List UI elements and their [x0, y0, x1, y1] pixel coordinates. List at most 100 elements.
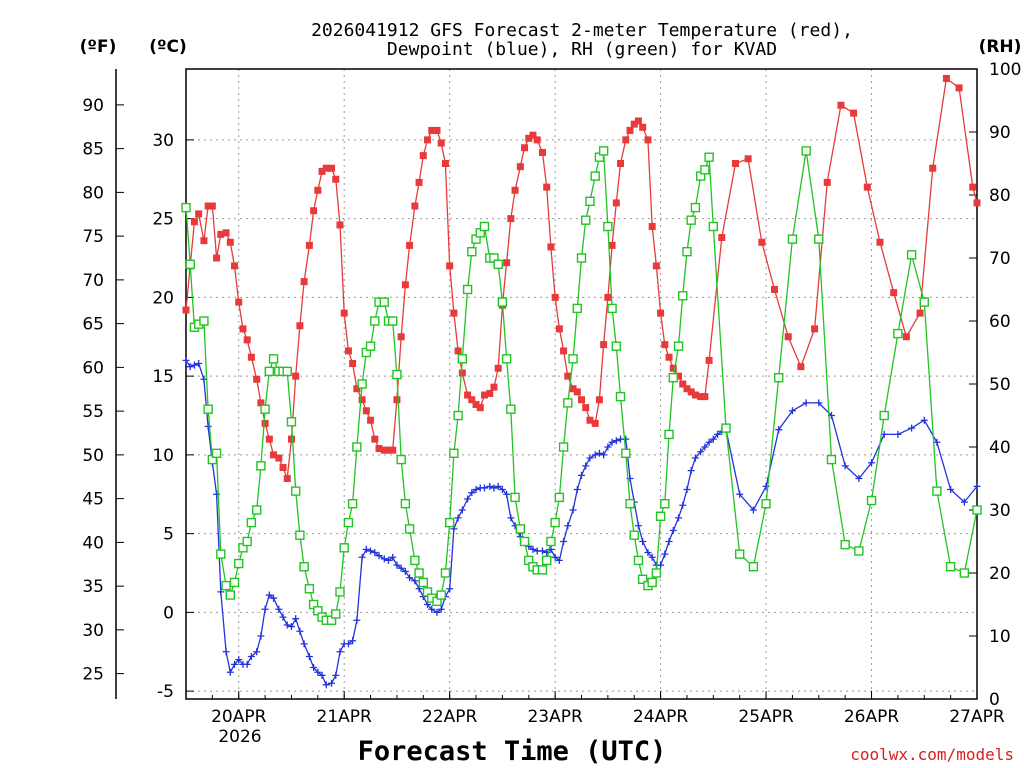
- temperature-marker: [551, 293, 559, 301]
- rh-marker: [625, 499, 635, 509]
- rh-marker: [444, 517, 455, 528]
- temperature-marker: [797, 363, 805, 371]
- dewpoint-marker: [265, 591, 273, 599]
- celsius-tick-label: 15: [152, 367, 174, 387]
- temperature-marker: [929, 164, 937, 172]
- temperature-marker: [287, 435, 295, 443]
- temperature-marker: [969, 183, 977, 191]
- dewpoint-marker: [582, 462, 590, 470]
- temperature-marker: [652, 262, 660, 270]
- rh-marker: [682, 246, 692, 257]
- dewpoint-marker: [639, 538, 647, 545]
- fahrenheit-tick-label: 45: [82, 490, 104, 510]
- temperature-marker: [683, 385, 691, 393]
- series-filled-square: [182, 74, 981, 482]
- dewpoint-marker: [454, 514, 462, 522]
- dewpoint-marker: [701, 443, 709, 451]
- temperature-marker: [226, 238, 234, 246]
- dewpoint-marker: [973, 482, 981, 490]
- temperature-marker: [353, 385, 361, 393]
- rh-marker: [418, 577, 428, 588]
- rh-marker: [633, 555, 644, 566]
- temperature-marker: [679, 380, 687, 388]
- celsius-tick-label: 20: [152, 288, 174, 308]
- fahrenheit-tick-label: 35: [82, 577, 104, 597]
- temperature-marker: [718, 234, 726, 242]
- dewpoint-marker: [247, 652, 255, 660]
- dewpoint-marker: [279, 613, 287, 621]
- dewpoint-marker: [573, 486, 581, 494]
- temperature-marker: [450, 309, 458, 317]
- rh-marker: [396, 454, 406, 465]
- temperature-marker: [239, 325, 247, 333]
- unit-fahrenheit-label: (ºF): [80, 37, 117, 57]
- temperature-marker: [454, 347, 462, 355]
- dewpoint-marker: [384, 556, 392, 564]
- rh-marker: [347, 499, 358, 509]
- x-tick-label: 21APR: [317, 707, 373, 727]
- temperature-marker: [213, 254, 221, 262]
- temperature-marker: [472, 400, 480, 408]
- rh-tick-label: 60: [989, 312, 1011, 332]
- dewpoint-marker: [612, 437, 620, 445]
- temperature-marker: [511, 186, 519, 194]
- dewpoint-marker: [705, 438, 713, 446]
- rh-marker: [211, 448, 222, 458]
- temperature-marker: [424, 136, 432, 144]
- temperature-marker: [283, 475, 291, 482]
- x-tick-label: 24APR: [633, 707, 689, 727]
- rh-marker: [590, 171, 600, 181]
- rh-marker: [501, 354, 512, 364]
- rh-marker: [392, 369, 402, 380]
- rh-marker: [708, 221, 719, 232]
- rh-marker: [515, 524, 526, 534]
- dewpoint-marker: [498, 486, 506, 494]
- dewpoint-marker: [687, 467, 695, 475]
- rh-marker: [242, 536, 252, 547]
- rh-marker: [493, 259, 503, 269]
- temperature-marker: [547, 243, 555, 251]
- rh-marker: [388, 316, 398, 326]
- rh-marker: [787, 234, 798, 244]
- dewpoint-marker: [868, 459, 876, 467]
- rh-marker: [246, 517, 257, 528]
- temperature-marker: [503, 259, 511, 267]
- dewpoint-marker: [437, 605, 445, 613]
- dewpoint-marker: [714, 430, 722, 438]
- rh-marker: [286, 417, 297, 427]
- rh-marker: [678, 291, 688, 301]
- dewpoint-marker: [296, 627, 304, 635]
- celsius-tick-label: 0: [163, 603, 174, 623]
- dewpoint-marker: [578, 471, 585, 479]
- rh-marker: [854, 546, 864, 556]
- rh-marker: [199, 316, 209, 326]
- dewpoint-marker: [709, 435, 717, 443]
- temperature-marker: [222, 229, 230, 237]
- temperature-marker: [318, 167, 326, 175]
- rh-marker: [972, 505, 982, 515]
- dewpoint-marker: [344, 640, 352, 648]
- temperature-marker: [358, 396, 366, 404]
- temperature-marker: [648, 223, 656, 230]
- temperature-marker: [300, 278, 308, 286]
- temperature-marker: [415, 178, 423, 186]
- rh-marker: [550, 517, 560, 528]
- rh-marker: [462, 284, 473, 295]
- rh-marker: [704, 152, 714, 162]
- rh-marker: [479, 221, 490, 232]
- dewpoint-marker: [446, 585, 454, 593]
- rh-marker: [748, 562, 759, 572]
- temperature-marker: [380, 446, 388, 454]
- rh-marker: [343, 517, 354, 528]
- dewpoint-marker: [375, 552, 383, 560]
- dewpoint-marker: [406, 574, 414, 582]
- dewpoint-marker: [933, 438, 941, 446]
- temperature-marker: [270, 451, 278, 459]
- temperature-marker: [393, 396, 401, 404]
- fahrenheit-tick-label: 60: [82, 358, 104, 378]
- year-label: 2026: [218, 727, 261, 747]
- rh-marker: [440, 568, 451, 578]
- x-tick-label: 25APR: [738, 707, 794, 727]
- series-open-square: [181, 146, 982, 625]
- rh-marker: [537, 565, 548, 575]
